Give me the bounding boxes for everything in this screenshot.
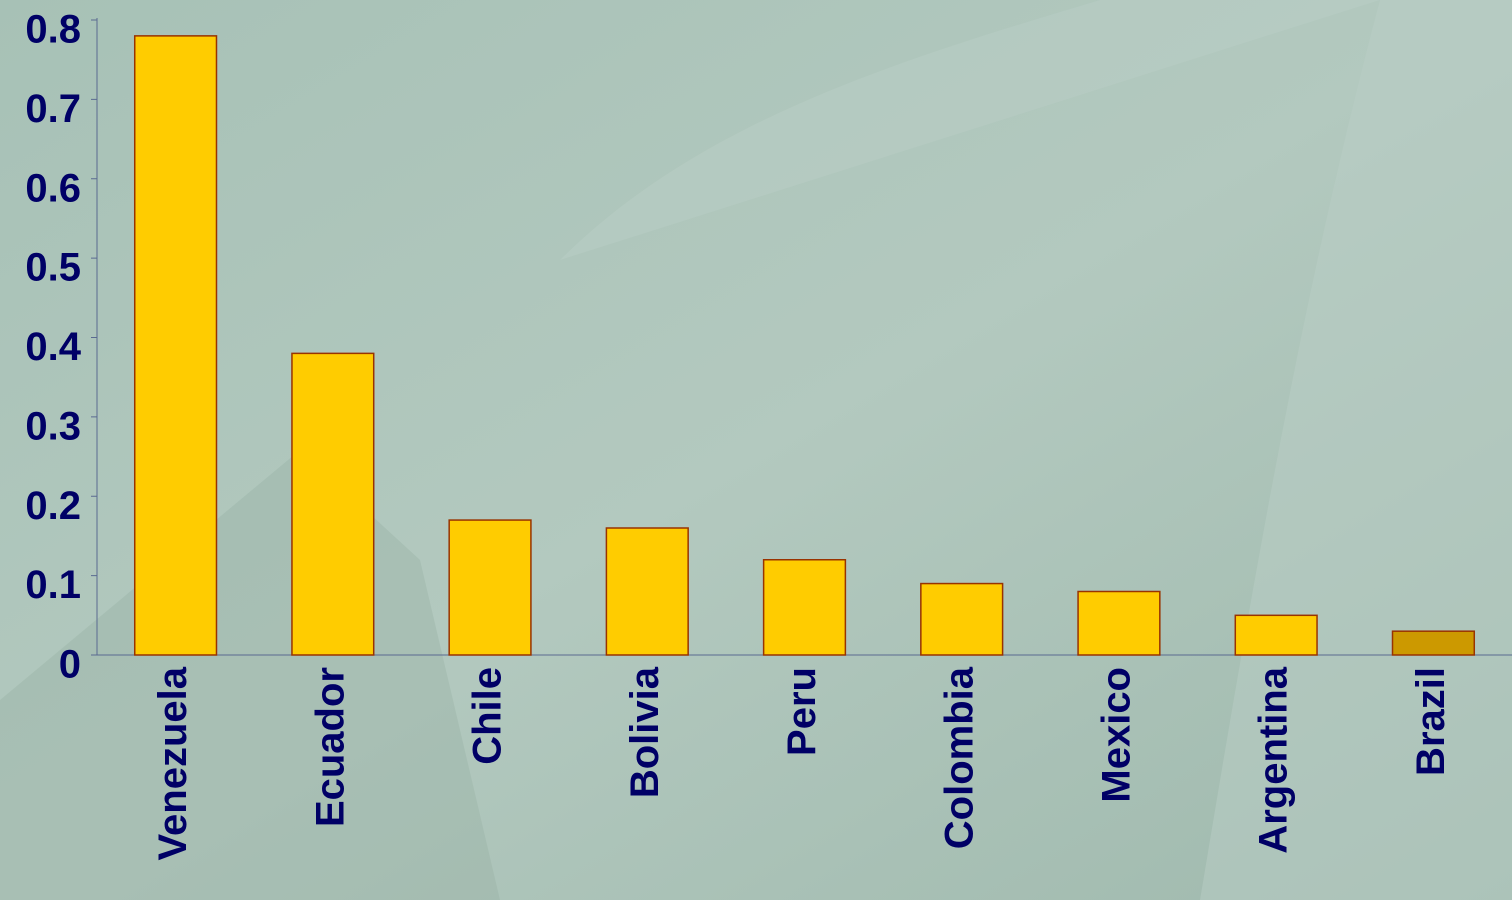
y-tick-label: 0.2 [25,484,81,528]
bar [1077,590,1161,656]
bar [920,582,1004,656]
x-tick-label: Mexico [1095,667,1139,803]
x-tick-label: Colombia [937,666,981,849]
bar [605,527,689,656]
bar [133,35,218,656]
y-tick-label: 0.3 [25,404,81,448]
y-tick-label: 0 [59,643,81,687]
x-tick-label: Chile [466,667,510,765]
background-texture [0,450,500,900]
x-tick-label: Argentina [1252,666,1296,853]
bar [291,352,375,656]
background-texture [560,0,1512,900]
y-tick-label: 0.5 [25,246,81,290]
y-tick-label: 0.6 [25,166,81,210]
y-tick-label: 0.1 [25,563,81,607]
bar [1234,614,1318,656]
x-tick-label: Ecuador [308,667,352,827]
y-tick-label: 0.7 [25,87,81,131]
x-tick-label: Venezuela [151,666,195,860]
y-tick-label: 0.4 [25,325,81,369]
bar [762,559,847,656]
bar [1391,630,1476,656]
bar [448,519,532,656]
x-tick-label: Brazil [1409,667,1453,776]
x-tick-label: Peru [780,667,824,756]
x-tick-label: Bolivia [623,666,667,798]
y-tick-label: 0.8 [25,8,81,52]
